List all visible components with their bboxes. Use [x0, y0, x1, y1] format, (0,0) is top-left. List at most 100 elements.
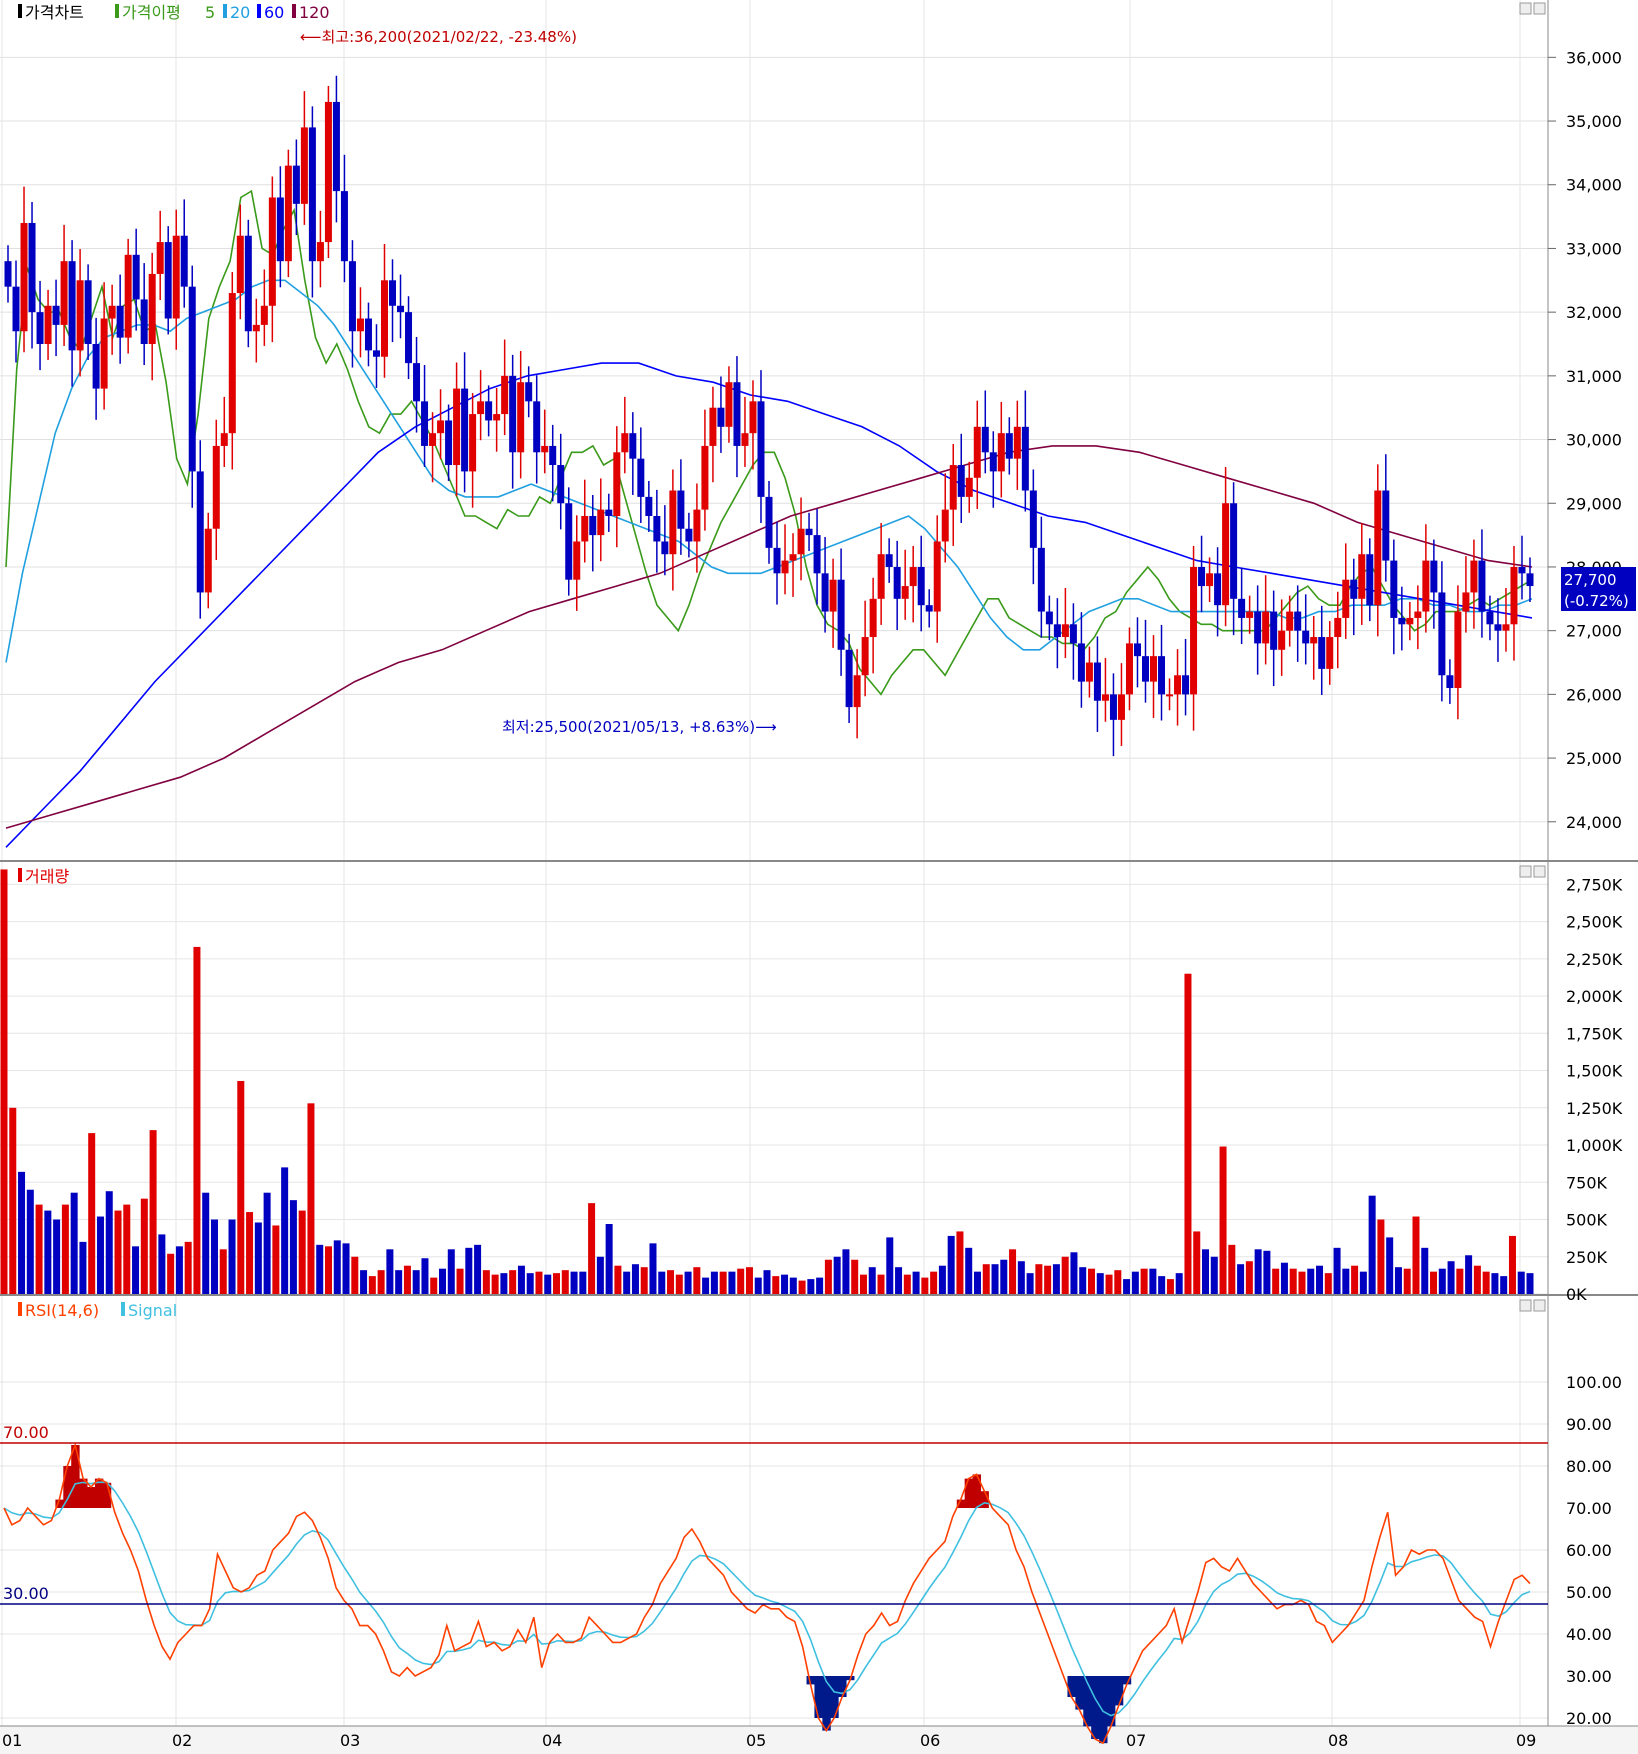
candle-body	[869, 598, 877, 638]
candle-body	[421, 401, 429, 446]
candle-body	[1061, 624, 1069, 638]
volume-title: 거래량	[25, 867, 69, 886]
candle-body	[1398, 617, 1406, 625]
price-tick-label: 34,000	[1566, 176, 1622, 195]
candle-body	[597, 509, 605, 536]
volume-bar	[1280, 1262, 1288, 1294]
volume-bar	[1131, 1271, 1139, 1294]
candle-body	[589, 516, 597, 536]
volume-tick-label: 2,000K	[1566, 987, 1623, 1006]
volume-bar	[1272, 1268, 1280, 1294]
candle-body	[917, 566, 925, 606]
close-icon[interactable]	[1533, 2, 1546, 15]
candlestick-layer	[4, 75, 1534, 757]
candle-body	[1470, 560, 1478, 593]
rsi-oversold-fill	[814, 1676, 823, 1718]
volume-bar	[202, 1192, 210, 1294]
close-icon[interactable]	[1533, 1299, 1546, 1312]
candle-body	[52, 305, 60, 325]
current-change: (-0.72%)	[1564, 592, 1629, 610]
volume-bar	[1000, 1259, 1008, 1294]
legend-marker	[257, 4, 261, 18]
rsi-panel	[0, 1296, 1548, 1726]
candle-body	[573, 541, 581, 580]
candle-body	[1230, 503, 1238, 599]
close-icon[interactable]	[1533, 865, 1546, 878]
volume-panel-controls[interactable]	[1519, 865, 1546, 878]
rsi-30-label: 30.00	[3, 1584, 49, 1603]
candle-body	[244, 235, 252, 332]
high-annotation-text: 최고:36,200(2021/02/22, -23.48%)	[322, 28, 577, 46]
volume-bar	[70, 1192, 78, 1294]
volume-bar	[745, 1267, 753, 1294]
candle-body	[92, 344, 100, 389]
candle-body	[180, 235, 188, 287]
date-tick-label: 07	[1126, 1731, 1146, 1750]
candle-body	[284, 165, 292, 262]
rsi-overbought-fill	[972, 1474, 981, 1508]
legend-ma-label: 가격이평	[122, 3, 181, 22]
candle-body	[813, 535, 821, 574]
volume-bar	[1202, 1249, 1210, 1294]
volume-bar	[324, 1246, 332, 1294]
candle-body	[372, 350, 380, 357]
price-panel-controls[interactable]	[1519, 2, 1546, 15]
volume-bar	[973, 1271, 981, 1294]
candle-body	[1270, 611, 1278, 650]
volume-bar	[1324, 1273, 1332, 1294]
volume-bar	[833, 1256, 841, 1294]
minimize-icon[interactable]	[1519, 865, 1532, 878]
candle-body	[348, 261, 356, 332]
candle-body	[1342, 579, 1350, 618]
candle-body	[1486, 611, 1494, 625]
candle-body	[44, 305, 52, 344]
candle-body	[453, 388, 461, 466]
candle-body	[613, 452, 621, 516]
volume-bar	[1184, 973, 1192, 1294]
candle-body	[1302, 630, 1310, 644]
volume-bar	[631, 1264, 639, 1294]
volume-bar	[272, 1225, 280, 1294]
volume-bar	[88, 1133, 96, 1294]
volume-bar	[316, 1244, 324, 1294]
price-legend[interactable]: 가격차트 가격이평 5 20 60 120	[18, 3, 330, 22]
volume-bar	[149, 1130, 157, 1294]
volume-bar	[439, 1268, 447, 1294]
rsi-70-label: 70.00	[3, 1423, 49, 1442]
candle-body	[4, 261, 12, 287]
candle-body	[124, 254, 132, 338]
minimize-icon[interactable]	[1519, 2, 1532, 15]
candle-body	[1318, 637, 1326, 669]
minimize-icon[interactable]	[1519, 1299, 1532, 1312]
candle-body	[645, 496, 653, 516]
volume-tick-label: 1,000K	[1566, 1136, 1623, 1155]
rsi-oversold-fill	[830, 1676, 839, 1718]
candle-body	[236, 235, 244, 294]
volume-bar	[465, 1247, 473, 1294]
candle-body	[1125, 643, 1133, 695]
candle-body	[861, 637, 869, 676]
price-tick-label: 29,000	[1566, 494, 1622, 513]
volume-bar	[781, 1274, 789, 1294]
candle-body	[445, 420, 453, 466]
rsi-panel-controls[interactable]	[1519, 1299, 1546, 1312]
candle-body	[1262, 611, 1270, 644]
candle-body	[893, 566, 901, 599]
candle-body	[1109, 694, 1117, 720]
candle-body	[1278, 630, 1286, 650]
volume-bar	[719, 1271, 727, 1294]
volume-bar	[1447, 1261, 1455, 1294]
volume-bar	[763, 1270, 771, 1294]
candle-body	[693, 509, 701, 542]
gridlines	[0, 0, 1548, 1726]
candle-body	[853, 675, 861, 708]
candle-body	[268, 197, 276, 306]
rsi-overbought-fill	[63, 1466, 72, 1508]
candle-body	[1254, 611, 1262, 644]
volume-bar	[754, 1277, 762, 1294]
volume-bar	[1430, 1271, 1438, 1294]
volume-bar	[474, 1244, 482, 1294]
volume-bar	[1412, 1216, 1420, 1294]
candle-body	[1222, 503, 1230, 606]
candle-body	[493, 414, 501, 421]
